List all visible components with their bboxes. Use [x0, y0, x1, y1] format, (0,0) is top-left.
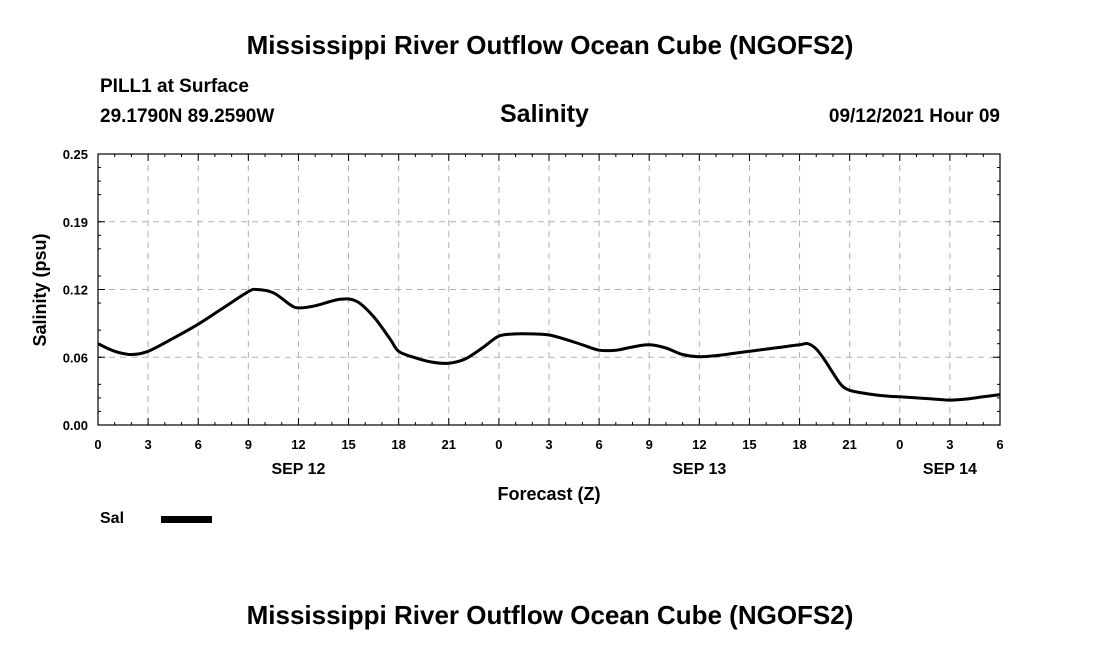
y-tick-label: 0.19 — [63, 215, 88, 230]
x-axis-label: Forecast (Z) — [497, 484, 600, 504]
series-layer — [97, 287, 1001, 402]
x-tick-label: 21 — [442, 437, 456, 452]
legend-line-swatch — [161, 516, 212, 523]
y-tick-label: 0.12 — [63, 283, 88, 298]
station-name: PILL1 at Surface — [100, 76, 249, 97]
chart-main-title: Mississippi River Outflow Ocean Cube (NG… — [246, 30, 854, 60]
grid-lines — [98, 154, 1000, 425]
date-label: SEP 13 — [672, 461, 726, 478]
x-tick-label: 0 — [94, 437, 101, 452]
axis-ticks: 0 3 6 9 12 15 18 21 0 3 6 9 12 15 18 21 0 3 6 0.00 0.06 0.12 0… — [63, 147, 1004, 478]
date-label: SEP 12 — [271, 461, 325, 478]
x-tick-label: 12 — [692, 437, 706, 452]
legend-label: Sal — [100, 510, 125, 527]
x-tick-label: 6 — [595, 437, 602, 452]
x-tick-label: 21 — [842, 437, 856, 452]
x-tick-label: 15 — [341, 437, 355, 452]
forecast-datetime: 09/12/2021 Hour 09 — [828, 106, 1000, 127]
x-tick-label: 0 — [896, 437, 903, 452]
x-tick-label: 12 — [291, 437, 305, 452]
station-coordinates: 29.1790N 89.2590W — [100, 106, 275, 127]
y-tick-label: 0.00 — [63, 418, 88, 433]
x-tick-label: 18 — [792, 437, 806, 452]
x-tick-label: 3 — [144, 437, 151, 452]
x-tick-label: 3 — [545, 437, 552, 452]
x-tick-label: 3 — [946, 437, 953, 452]
y-tick-label: 0.25 — [63, 147, 88, 162]
series-line-sal — [97, 287, 1001, 402]
variable-title: Salinity — [500, 100, 589, 128]
x-tick-label: 15 — [742, 437, 756, 452]
y-tick-label: 0.06 — [63, 350, 88, 365]
y-axis-label: Salinity (psu) — [30, 233, 50, 346]
x-tick-label: 18 — [391, 437, 405, 452]
chart-footer-title: Mississippi River Outflow Ocean Cube (NG… — [246, 600, 854, 630]
date-label: SEP 14 — [923, 461, 977, 478]
x-tick-label: 9 — [646, 437, 653, 452]
x-tick-label: 6 — [996, 437, 1003, 452]
x-tick-label: 9 — [245, 437, 252, 452]
x-tick-label: 6 — [195, 437, 202, 452]
x-tick-label: 0 — [495, 437, 502, 452]
